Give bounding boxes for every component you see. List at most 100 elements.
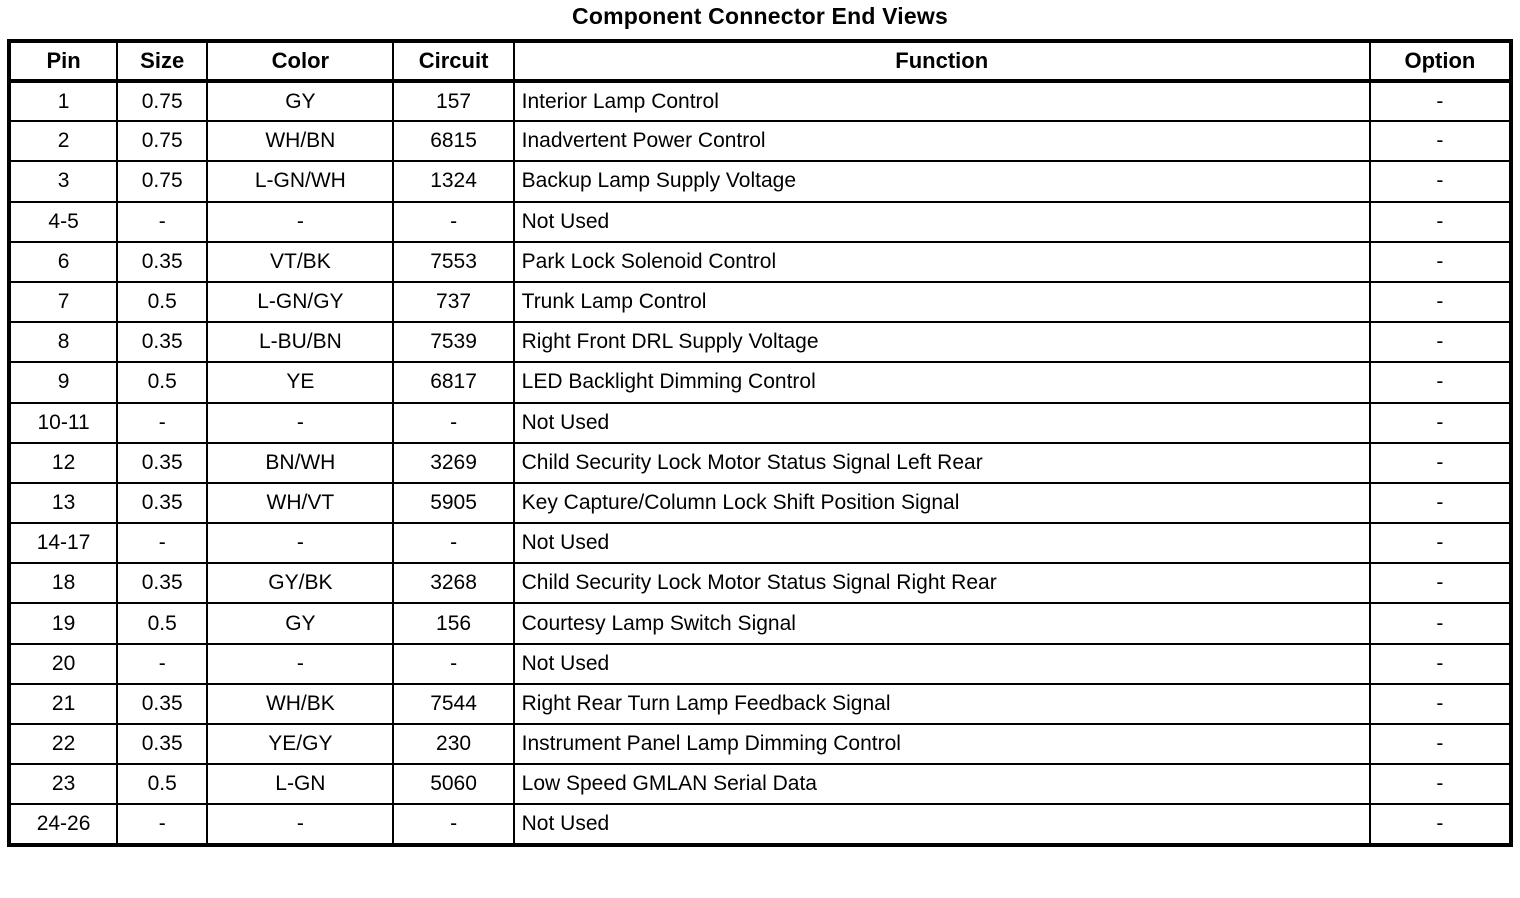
table-row: 12 0.35 BN/WH 3269 Child Security Lock Motor… bbox=[7, 441, 1513, 484]
cell-color: - bbox=[206, 803, 395, 846]
table-row: 10-11- - - Not Used - bbox=[7, 401, 1513, 444]
cell-circuit: 7544 bbox=[392, 682, 515, 726]
cell-function: Not Used bbox=[512, 642, 1371, 685]
table-row: 8 0.35 L-BU/BN 7539 Right Front DRL Supply V… bbox=[7, 321, 1513, 364]
cell-pin: 23 bbox=[7, 763, 119, 806]
cell-function: Not Used bbox=[512, 200, 1371, 243]
table-row: 1 0.75 GY 157 Interior Lamp Control - bbox=[7, 79, 1513, 123]
cell-color: GY bbox=[206, 602, 395, 645]
table-row: 19 0.5 GY 156 Courtesy Lamp Switch Signal - bbox=[7, 602, 1513, 645]
cell-size: 0.35 bbox=[116, 722, 209, 766]
table-body: 1 0.75 GY 157 Interior Lamp Control -2 0.75 WH/… bbox=[7, 79, 1513, 846]
cell-pin: 6 bbox=[7, 240, 119, 283]
cell-function: Not Used bbox=[512, 803, 1371, 846]
cell-function: Child Security Lock Motor Status Signal … bbox=[512, 441, 1371, 484]
cell-pin: 8 bbox=[7, 321, 119, 364]
cell-option: - bbox=[1368, 803, 1513, 846]
col-header-function: Function bbox=[512, 40, 1371, 83]
cell-function: Instrument Panel Lamp Dimming Control bbox=[512, 722, 1371, 766]
col-header-pin: Pin bbox=[7, 40, 119, 83]
cell-color: L-GN/WH bbox=[206, 160, 395, 203]
cell-pin: 20 bbox=[7, 642, 119, 685]
cell-circuit: 6815 bbox=[392, 120, 515, 163]
cell-option: - bbox=[1368, 79, 1513, 123]
cell-pin: 24-26 bbox=[7, 803, 119, 846]
cell-circuit: - bbox=[392, 401, 515, 444]
cell-color: L-GN/GY bbox=[206, 280, 395, 324]
cell-option: - bbox=[1368, 240, 1513, 283]
cell-pin: 10-11 bbox=[7, 401, 119, 444]
cell-pin: 9 bbox=[7, 361, 119, 404]
cell-size: 0.35 bbox=[116, 481, 209, 525]
cell-circuit: 156 bbox=[392, 602, 515, 645]
cell-function: Not Used bbox=[512, 522, 1371, 565]
cell-size: 0.35 bbox=[116, 240, 209, 283]
cell-pin: 21 bbox=[7, 682, 119, 726]
cell-option: - bbox=[1368, 160, 1513, 203]
cell-size: - bbox=[116, 803, 209, 846]
header-row: Pin Size Color Circuit Function Option bbox=[7, 40, 1513, 83]
table-row: 24-26- - - Not Used - bbox=[7, 803, 1513, 846]
table-row: 9 0.5 YE 6817 LED Backlight Dimming Control - bbox=[7, 361, 1513, 404]
cell-circuit: - bbox=[392, 803, 515, 846]
table-row: 22 0.35 YE/GY 230 Instrument Panel Lamp Dimm… bbox=[7, 722, 1513, 766]
cell-color: GY bbox=[206, 79, 395, 123]
cell-circuit: 7539 bbox=[392, 321, 515, 364]
cell-option: - bbox=[1368, 120, 1513, 163]
cell-circuit: 5905 bbox=[392, 481, 515, 525]
cell-pin: 13 bbox=[7, 481, 119, 525]
table-row: 6 0.35 VT/BK 7553 Park Lock Solenoid Control… bbox=[7, 240, 1513, 283]
cell-color: WH/BK bbox=[206, 682, 395, 726]
cell-function: Child Security Lock Motor Status Signal … bbox=[512, 562, 1371, 605]
cell-circuit: 157 bbox=[392, 79, 515, 123]
cell-circuit: 3269 bbox=[392, 441, 515, 484]
cell-option: - bbox=[1368, 441, 1513, 484]
cell-option: - bbox=[1368, 602, 1513, 645]
table-row: 23 0.5 L-GN 5060 Low Speed GMLAN Serial Data… bbox=[7, 763, 1513, 806]
connector-pinout-table: Pin Size Color Circuit Function Option 1… bbox=[7, 39, 1513, 847]
cell-pin: 14-17 bbox=[7, 522, 119, 565]
cell-color: WH/BN bbox=[206, 120, 395, 163]
cell-option: - bbox=[1368, 361, 1513, 404]
cell-circuit: 3268 bbox=[392, 562, 515, 605]
cell-option: - bbox=[1368, 200, 1513, 243]
cell-function: Inadvertent Power Control bbox=[512, 120, 1371, 163]
cell-size: 0.35 bbox=[116, 441, 209, 484]
cell-pin: 1 bbox=[7, 79, 119, 123]
table-row: 21 0.35 WH/BK 7544 Right Rear Turn Lamp Feed… bbox=[7, 682, 1513, 726]
cell-color: BN/WH bbox=[206, 441, 395, 484]
cell-option: - bbox=[1368, 401, 1513, 444]
cell-color: - bbox=[206, 642, 395, 685]
cell-circuit: - bbox=[392, 522, 515, 565]
cell-option: - bbox=[1368, 280, 1513, 324]
cell-pin: 3 bbox=[7, 160, 119, 203]
cell-circuit: 5060 bbox=[392, 763, 515, 806]
table-row: 2 0.75 WH/BN 6815 Inadvertent Power Control - bbox=[7, 120, 1513, 163]
cell-function: Not Used bbox=[512, 401, 1371, 444]
cell-pin: 4-5 bbox=[7, 200, 119, 243]
cell-option: - bbox=[1368, 562, 1513, 605]
cell-size: - bbox=[116, 401, 209, 444]
cell-option: - bbox=[1368, 763, 1513, 806]
col-header-color: Color bbox=[206, 40, 395, 83]
cell-option: - bbox=[1368, 682, 1513, 726]
cell-pin: 19 bbox=[7, 602, 119, 645]
cell-circuit: - bbox=[392, 200, 515, 243]
cell-size: 0.75 bbox=[116, 160, 209, 203]
cell-color: - bbox=[206, 522, 395, 565]
cell-color: YE bbox=[206, 361, 395, 404]
cell-function: Interior Lamp Control bbox=[512, 79, 1371, 123]
cell-function: Backup Lamp Supply Voltage bbox=[512, 160, 1371, 203]
cell-color: - bbox=[206, 200, 395, 243]
cell-size: 0.5 bbox=[116, 763, 209, 806]
cell-option: - bbox=[1368, 642, 1513, 685]
col-header-option: Option bbox=[1368, 40, 1513, 83]
cell-color: GY/BK bbox=[206, 562, 395, 605]
cell-function: Low Speed GMLAN Serial Data bbox=[512, 763, 1371, 806]
cell-circuit: 6817 bbox=[392, 361, 515, 404]
cell-circuit: 737 bbox=[392, 280, 515, 324]
cell-option: - bbox=[1368, 481, 1513, 525]
cell-function: LED Backlight Dimming Control bbox=[512, 361, 1371, 404]
cell-pin: 2 bbox=[7, 120, 119, 163]
cell-function: Trunk Lamp Control bbox=[512, 280, 1371, 324]
